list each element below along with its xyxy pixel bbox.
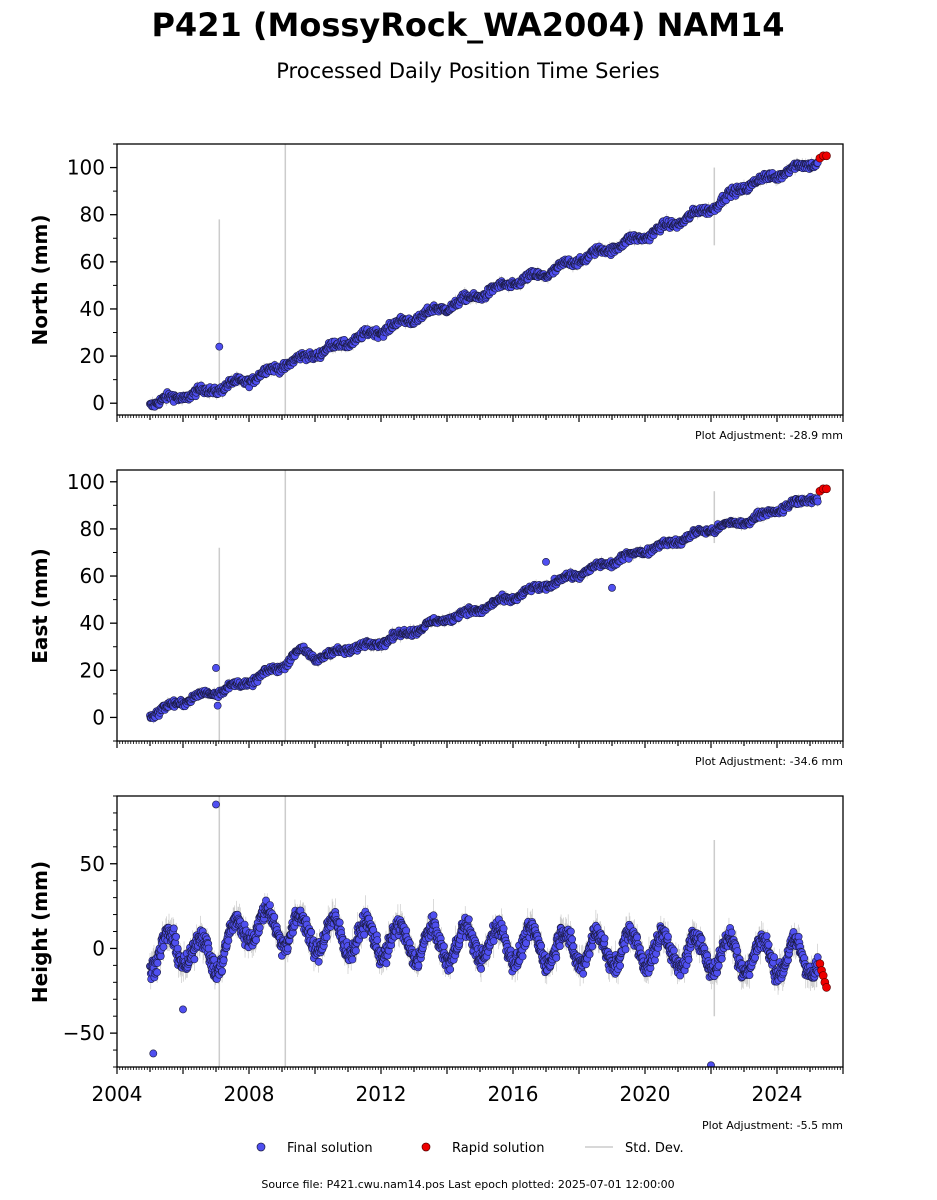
- east-final-point: [813, 497, 822, 506]
- east-ytick-label: 20: [80, 658, 105, 682]
- north-outlier-point: [215, 342, 224, 351]
- north-rapid-points: [815, 151, 831, 163]
- east-ytick-label: 80: [80, 517, 105, 541]
- chart-subtitle: Processed Daily Position Time Series: [276, 59, 660, 83]
- east-ytick-label: 40: [80, 611, 105, 635]
- north-rapid-point: [822, 151, 831, 161]
- east-rapid-points: [815, 484, 831, 496]
- north-error-whiskers: [149, 157, 818, 410]
- east-outlier-point: [213, 701, 222, 710]
- east-final-points: [146, 492, 822, 723]
- height-plot-area: [146, 796, 831, 1067]
- north-ylabel: North (mm): [28, 214, 52, 345]
- chart-title: P421 (MossyRock_WA2004) NAM14: [151, 6, 784, 44]
- height-final-point: [156, 952, 165, 961]
- north-ytick-label: 80: [80, 203, 105, 227]
- height-final-point: [153, 968, 161, 977]
- east-outlier-point: [542, 558, 550, 566]
- height-final-point: [204, 944, 213, 953]
- north-adjustment: Plot Adjustment: -28.9 mm: [695, 429, 843, 442]
- east-plot-area: [146, 470, 831, 741]
- height-final-point: [169, 924, 178, 933]
- north-plot-area: [146, 144, 831, 415]
- height-final-point: [190, 955, 199, 964]
- north-ytick-label: 60: [80, 250, 105, 274]
- north-panel: 0 20 40 60 80 100 North (mm) Plot Adjustment:…: [28, 143, 844, 442]
- north-ytick-label: 40: [80, 297, 105, 321]
- east-ylabel: East (mm): [28, 548, 52, 664]
- height-final-point: [153, 959, 162, 967]
- height-final-point: [173, 944, 182, 953]
- north-ytick-label: 0: [92, 391, 105, 415]
- north-ytick-label: 100: [67, 156, 105, 180]
- east-panel: 0 20 40 60 80 100 East (mm) Plot Adjustment: …: [28, 469, 844, 768]
- east-ytick-label: 100: [67, 470, 105, 494]
- east-outlier-point: [608, 583, 616, 592]
- north-ytick-label: 20: [80, 344, 105, 368]
- east-rapid-point: [822, 484, 831, 494]
- height-final-point: [159, 943, 168, 951]
- height-final-point: [172, 932, 180, 941]
- height-final-points: [146, 800, 822, 1067]
- east-ytick-label: 60: [80, 564, 105, 588]
- north-final-points: [146, 158, 822, 411]
- east-adjustment: Plot Adjustment: -34.6 mm: [695, 755, 843, 768]
- east-outlier-point: [212, 664, 220, 672]
- east-ytick-label: 0: [92, 705, 105, 729]
